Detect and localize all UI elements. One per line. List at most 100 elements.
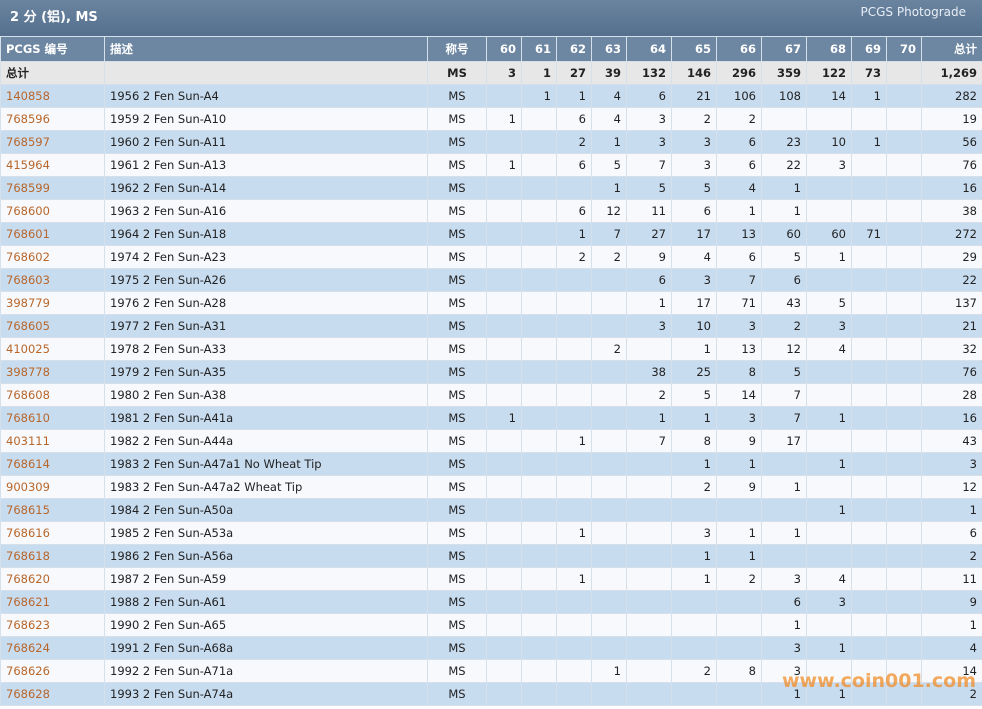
count-cell: 2: [671, 475, 717, 499]
count-cell: 4: [716, 176, 762, 200]
pcgs-number[interactable]: 768597: [0, 130, 105, 154]
count-cell: 1: [851, 130, 887, 154]
count-cell: 6: [716, 153, 762, 177]
description: 1978 2 Fen Sun-A33: [104, 337, 428, 361]
pcgs-number[interactable]: 768603: [0, 268, 105, 292]
count-cell: [486, 176, 522, 200]
count-cell: 6: [556, 153, 592, 177]
count-cell: [851, 590, 887, 614]
count-cell: [626, 498, 672, 522]
count-cell: [591, 268, 627, 292]
count-cell: 6: [671, 199, 717, 223]
count-cell: [626, 567, 672, 591]
count-cell: [486, 314, 522, 338]
pcgs-number[interactable]: 768628: [0, 682, 105, 706]
pcgs-number[interactable]: 768614: [0, 452, 105, 476]
count-cell: 22: [921, 268, 982, 292]
count-cell: [521, 222, 557, 246]
count-cell: [556, 314, 592, 338]
count-cell: [556, 452, 592, 476]
count-cell: [851, 291, 887, 315]
designation: MS: [427, 406, 487, 430]
count-cell: 13: [716, 222, 762, 246]
count-cell: 1: [716, 199, 762, 223]
pcgs-number[interactable]: 768616: [0, 521, 105, 545]
pcgs-number[interactable]: 768624: [0, 636, 105, 660]
count-cell: [591, 429, 627, 453]
count-cell: [851, 153, 887, 177]
pcgs-number[interactable]: 768605: [0, 314, 105, 338]
designation: MS: [427, 383, 487, 407]
pcgs-number[interactable]: 900309: [0, 475, 105, 499]
data-row: 768615 1984 2 Fen Sun-A50a MS 1 1: [0, 498, 982, 522]
count-cell: 2: [716, 567, 762, 591]
count-cell: 2: [921, 544, 982, 568]
column-header: 69: [851, 36, 887, 62]
pcgs-number[interactable]: 768601: [0, 222, 105, 246]
photograde-link[interactable]: PCGS Photograde: [860, 5, 966, 19]
count-cell: 1: [591, 659, 627, 683]
column-header: 63: [591, 36, 627, 62]
count-cell: 1: [761, 613, 807, 637]
pcgs-number[interactable]: 768608: [0, 383, 105, 407]
count-cell: 5: [591, 153, 627, 177]
count-cell: [521, 314, 557, 338]
description: 1964 2 Fen Sun-A18: [104, 222, 428, 246]
count-cell: 1: [521, 61, 557, 85]
pcgs-number[interactable]: 768599: [0, 176, 105, 200]
data-row: 768621 1988 2 Fen Sun-A61 MS 6 3 9: [0, 590, 982, 614]
count-cell: [486, 452, 522, 476]
count-cell: [556, 360, 592, 384]
count-cell: 17: [671, 222, 717, 246]
pcgs-number[interactable]: 768600: [0, 199, 105, 223]
pcgs-number[interactable]: 768626: [0, 659, 105, 683]
count-cell: 38: [626, 360, 672, 384]
count-cell: [486, 222, 522, 246]
pcgs-number[interactable]: 398779: [0, 291, 105, 315]
count-cell: [521, 153, 557, 177]
count-cell: [486, 682, 522, 706]
pcgs-number[interactable]: 768623: [0, 613, 105, 637]
count-cell: 6: [716, 130, 762, 154]
pcgs-number[interactable]: 768621: [0, 590, 105, 614]
designation: MS: [427, 268, 487, 292]
pcgs-number[interactable]: 768618: [0, 544, 105, 568]
count-cell: [886, 199, 922, 223]
pcgs-number[interactable]: 415964: [0, 153, 105, 177]
count-cell: 60: [806, 222, 852, 246]
description: 1985 2 Fen Sun-A53a: [104, 521, 428, 545]
pcgs-number[interactable]: 140858: [0, 84, 105, 108]
count-cell: 9: [921, 590, 982, 614]
count-cell: 1: [486, 406, 522, 430]
pcgs-number[interactable]: 403111: [0, 429, 105, 453]
count-cell: [626, 337, 672, 361]
count-cell: [556, 544, 592, 568]
pcgs-number[interactable]: 410025: [0, 337, 105, 361]
pcgs-number[interactable]: 768615: [0, 498, 105, 522]
count-cell: [486, 613, 522, 637]
description: 1956 2 Fen Sun-A4: [104, 84, 428, 108]
pcgs-number[interactable]: 398778: [0, 360, 105, 384]
count-cell: [521, 682, 557, 706]
count-cell: 3: [671, 521, 717, 545]
count-cell: 2: [591, 337, 627, 361]
pcgs-number[interactable]: 768610: [0, 406, 105, 430]
count-cell: 1: [626, 291, 672, 315]
count-cell: [521, 383, 557, 407]
title-bar: 2 分 (铝), MS PCGS Photograde: [0, 0, 982, 36]
count-cell: 1: [921, 498, 982, 522]
count-cell: 7: [591, 222, 627, 246]
count-cell: 4: [671, 245, 717, 269]
count-cell: 137: [921, 291, 982, 315]
count-cell: 4: [806, 567, 852, 591]
data-row: 768601 1964 2 Fen Sun-A18 MS 1 7 27 17 13 60 60 71…: [0, 222, 982, 246]
pcgs-number[interactable]: 768602: [0, 245, 105, 269]
pcgs-number[interactable]: 768596: [0, 107, 105, 131]
count-cell: 5: [761, 245, 807, 269]
count-cell: 1: [806, 406, 852, 430]
pcgs-number[interactable]: 768620: [0, 567, 105, 591]
designation: MS: [427, 314, 487, 338]
count-cell: 1: [556, 84, 592, 108]
count-cell: 7: [761, 406, 807, 430]
description: 1983 2 Fen Sun-A47a1 No Wheat Tip: [104, 452, 428, 476]
